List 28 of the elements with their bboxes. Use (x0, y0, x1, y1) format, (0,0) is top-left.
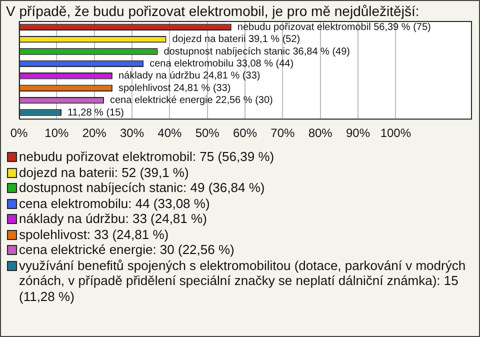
data-label: cena elektrické energie 22,56 % (30) (110, 95, 273, 106)
text: cena elektromobilu: 44 (33,08 %) (18, 196, 211, 211)
x-tick-label: 60% (232, 126, 258, 140)
x-tick-label: 100% (380, 126, 412, 140)
x-tick-label: 30% (120, 126, 144, 140)
x-tick-label: 80% (308, 126, 333, 140)
data-label: cena elektromobilu 33,08 % (44) (150, 58, 294, 70)
x-tick-label: 90% (346, 126, 370, 140)
x-tick-label: 20% (82, 126, 107, 140)
text: náklady na údržbu: 33 (24,81 %) (18, 211, 208, 226)
x-tick-label: 50% (195, 126, 220, 140)
x-tick-label: 10% (44, 126, 69, 140)
x-tick-label: 0% (10, 126, 28, 140)
text: spolehlivost: 33 (24,81 %) (18, 226, 170, 242)
x-tick-label: 70% (270, 126, 295, 140)
chart-title: V případě, že budu pořizovat elektromobil, je pro mě nejdůležitější: (5, 2, 420, 21)
data-label: náklady na údržbu 24,81 % (33) (118, 70, 260, 82)
data-label: nebudu pořizovat elektromobil 56,39 % (75) (237, 22, 431, 33)
text: cena elektrické energie: 30 (22,56 %) (18, 242, 236, 258)
data-label: dostupnost nabíjecích stanic 36,84 % (49) (164, 46, 350, 58)
data-label: spolehlivost 24,81 % (33) (118, 82, 231, 94)
text: nebudu pořizovat elektromobil: 75 (56,39 %) (18, 149, 276, 164)
data-label: dojezd na baterii 39,1 % (52) (172, 34, 300, 46)
text: využívání benefitů spojených s elektromobilitou (dotace, parkování v modrých zónách, v případě přidělení speciální značky se neplatí dálniční známka): 15 (11,28 %) (18, 258, 467, 304)
text: dostupnost nabíjecích stanic: 49 (36,84 %) (18, 180, 266, 196)
text: dojezd na baterii: 52 (39,1 %) (18, 164, 190, 180)
x-tick-label: 40% (158, 126, 182, 140)
data-label: 11,28 % (15) (67, 107, 124, 118)
